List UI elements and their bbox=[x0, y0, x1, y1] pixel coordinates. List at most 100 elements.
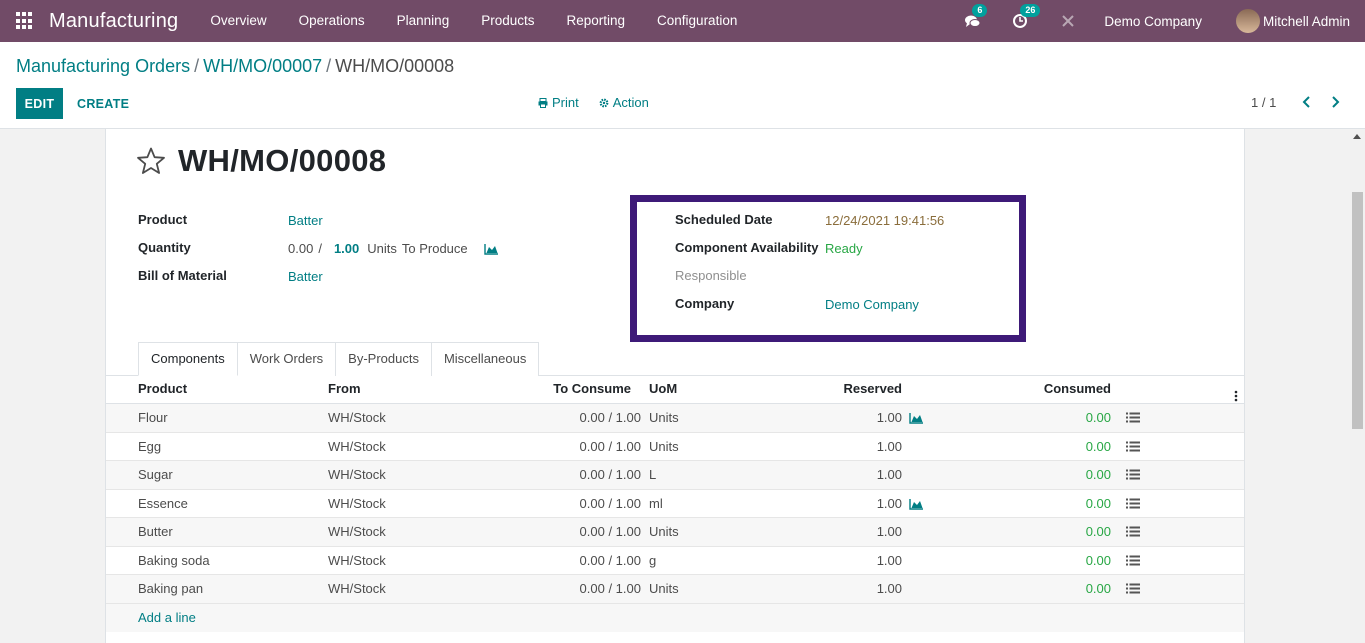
table-row[interactable]: Butter WH/Stock 0.00 / 1.00 Units 1.00 0.00 bbox=[106, 518, 1244, 547]
action-bar: Print Action bbox=[538, 95, 669, 110]
navbar-systray: 6 26 Demo Company Mitchell Admin bbox=[948, 0, 1365, 42]
forecast-chart-icon[interactable] bbox=[483, 243, 499, 255]
tab-components[interactable]: Components bbox=[138, 342, 238, 376]
forecast-chart-icon[interactable] bbox=[909, 412, 924, 424]
row-product[interactable]: Baking pan bbox=[138, 581, 204, 596]
activities-button[interactable]: 26 bbox=[1010, 4, 1041, 31]
row-from: WH/Stock bbox=[328, 438, 386, 454]
row-from: WH/Stock bbox=[328, 495, 386, 511]
row-from: WH/Stock bbox=[328, 524, 386, 539]
pager-next-button[interactable] bbox=[1327, 94, 1343, 110]
availability-label: Component Availability bbox=[675, 240, 819, 255]
row-to-consume: 0.00 / 1.00 bbox=[579, 581, 641, 596]
clock-icon bbox=[1013, 14, 1028, 28]
add-line-row: Add a line bbox=[106, 603, 1244, 632]
column-from[interactable]: From bbox=[328, 381, 361, 396]
row-product[interactable]: Baking soda bbox=[138, 552, 210, 568]
create-button[interactable]: CREATE bbox=[77, 88, 129, 119]
detailed-operations-icon[interactable] bbox=[1126, 441, 1140, 452]
column-reserved[interactable]: Reserved bbox=[843, 381, 902, 396]
detailed-operations-icon[interactable] bbox=[1126, 526, 1140, 537]
row-to-consume: 0.00 / 1.00 bbox=[579, 438, 641, 454]
column-uom[interactable]: UoM bbox=[649, 381, 678, 396]
table-row[interactable]: Egg WH/Stock 0.00 / 1.00 Units 1.00 0.00 bbox=[106, 433, 1244, 461]
detailed-operations-icon[interactable] bbox=[1126, 583, 1140, 594]
row-product[interactable]: Sugar bbox=[138, 467, 173, 482]
user-menu[interactable]: Mitchell Admin bbox=[1262, 13, 1350, 29]
add-line-link[interactable]: Add a line bbox=[138, 609, 196, 625]
column-to-consume[interactable]: To Consume bbox=[553, 381, 631, 396]
edit-button[interactable]: EDIT bbox=[16, 88, 63, 119]
scheduled-date-field[interactable]: 12/24/2021 19:41:56 bbox=[825, 213, 945, 228]
row-reserved: 1.00 bbox=[876, 467, 902, 482]
column-product[interactable]: Product bbox=[138, 381, 188, 396]
qty-total[interactable]: 1.00 bbox=[333, 241, 360, 256]
table-row[interactable]: Baking soda WH/Stock 0.00 / 1.00 g 1.00 0.00 bbox=[106, 547, 1244, 575]
user-avatar[interactable] bbox=[1235, 9, 1260, 33]
column-consumed[interactable]: Consumed bbox=[1043, 381, 1111, 396]
row-reserved: 1.00 bbox=[876, 581, 902, 596]
row-product[interactable]: Egg bbox=[138, 438, 162, 454]
menu-operations[interactable]: Operations bbox=[298, 13, 365, 28]
row-consumed[interactable]: 0.00 bbox=[1085, 410, 1111, 425]
page-scrollbar[interactable] bbox=[1350, 129, 1365, 643]
bom-field[interactable]: Batter bbox=[288, 269, 323, 284]
messages-button[interactable]: 6 bbox=[962, 4, 988, 31]
main-menu: Overview Operations Planning Products Re… bbox=[194, 0, 753, 42]
row-consumed[interactable]: 0.00 bbox=[1085, 438, 1111, 454]
row-consumed[interactable]: 0.00 bbox=[1085, 495, 1111, 511]
title-row: WH/MO/00008 bbox=[136, 143, 386, 179]
detailed-operations-icon[interactable] bbox=[1126, 555, 1140, 566]
table-row[interactable]: Sugar WH/Stock 0.00 / 1.00 L 1.00 0.00 bbox=[106, 461, 1244, 490]
qty-unit: Units bbox=[367, 241, 397, 256]
tab-by-products[interactable]: By-Products bbox=[335, 342, 432, 376]
column-settings-icon[interactable] bbox=[1234, 384, 1238, 402]
row-product[interactable]: Flour bbox=[138, 410, 168, 425]
row-consumed[interactable]: 0.00 bbox=[1085, 581, 1111, 596]
company-field[interactable]: Demo Company bbox=[825, 297, 919, 312]
print-dropdown[interactable]: Print bbox=[538, 95, 579, 110]
pager-value[interactable]: 1 / 1 bbox=[1251, 95, 1277, 110]
messages-count-badge: 6 bbox=[972, 4, 988, 17]
row-reserved: 1.00 bbox=[876, 438, 902, 454]
chat-icon bbox=[964, 15, 981, 27]
row-product[interactable]: Butter bbox=[138, 524, 173, 539]
pager-previous-button[interactable] bbox=[1299, 94, 1315, 110]
tab-work-orders[interactable]: Work Orders bbox=[236, 342, 337, 376]
star-icon[interactable] bbox=[136, 147, 166, 175]
bom-label: Bill of Material bbox=[138, 268, 227, 283]
app-title[interactable]: Manufacturing bbox=[49, 9, 179, 32]
menu-overview[interactable]: Overview bbox=[210, 13, 267, 28]
tab-miscellaneous[interactable]: Miscellaneous bbox=[430, 342, 540, 376]
row-product[interactable]: Essence bbox=[138, 495, 188, 511]
control-panel: Manufacturing Orders / WH/MO/00007/WH/MO/0… bbox=[0, 42, 1365, 129]
menu-planning[interactable]: Planning bbox=[396, 13, 450, 28]
row-consumed[interactable]: 0.00 bbox=[1085, 524, 1111, 539]
scrollbar-thumb[interactable] bbox=[1352, 192, 1363, 429]
table-row[interactable]: Flour WH/Stock 0.00 / 1.00 Units 1.00 0.00 bbox=[106, 404, 1244, 433]
breadcrumb-parent[interactable]: WH/MO/00007 bbox=[203, 56, 323, 76]
row-uom: Units bbox=[649, 438, 679, 454]
scroll-up-icon[interactable] bbox=[1353, 134, 1361, 139]
debug-tools-button[interactable] bbox=[1058, 11, 1078, 31]
forecast-chart-icon[interactable] bbox=[909, 498, 924, 510]
breadcrumb-current: WH/MO/00008 bbox=[335, 56, 455, 76]
detailed-operations-icon[interactable] bbox=[1126, 498, 1140, 509]
row-consumed[interactable]: 0.00 bbox=[1085, 552, 1111, 568]
menu-configuration[interactable]: Configuration bbox=[657, 13, 738, 28]
row-reserved: 1.00 bbox=[876, 552, 902, 568]
menu-reporting[interactable]: Reporting bbox=[566, 13, 626, 28]
detailed-operations-icon[interactable] bbox=[1126, 412, 1140, 423]
apps-menu-icon[interactable] bbox=[16, 12, 34, 30]
action-dropdown[interactable]: Action bbox=[599, 95, 649, 110]
row-uom: ml bbox=[649, 495, 663, 511]
menu-products[interactable]: Products bbox=[481, 13, 535, 28]
row-consumed[interactable]: 0.00 bbox=[1085, 467, 1111, 482]
table-row[interactable]: Baking pan WH/Stock 0.00 / 1.00 Units 1.00 0.… bbox=[106, 575, 1244, 604]
product-field[interactable]: Batter bbox=[288, 213, 323, 228]
company-switcher[interactable]: Demo Company bbox=[1104, 13, 1202, 29]
row-from: WH/Stock bbox=[328, 552, 386, 568]
breadcrumb-root[interactable]: Manufacturing Orders bbox=[16, 56, 191, 76]
detailed-operations-icon[interactable] bbox=[1126, 469, 1140, 480]
table-row[interactable]: Essence WH/Stock 0.00 / 1.00 ml 1.00 0.00 bbox=[106, 490, 1244, 518]
